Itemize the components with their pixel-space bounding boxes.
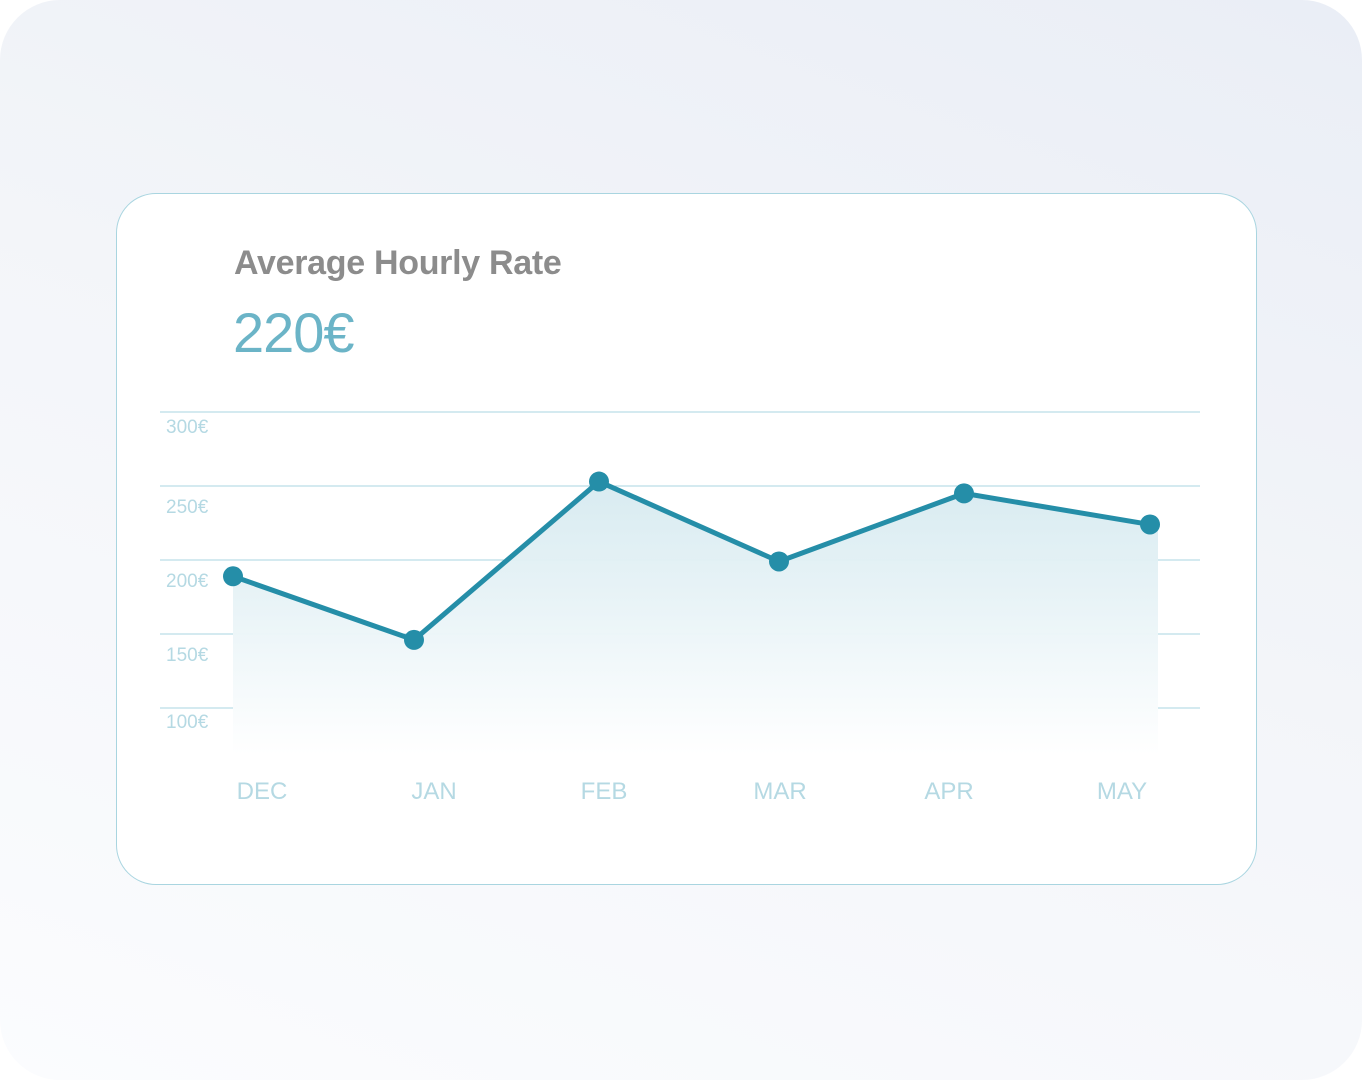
x-tick-label: MAY: [1097, 778, 1147, 805]
series-line: [232, 479, 1151, 643]
y-tick-label: 300€: [166, 417, 209, 438]
x-tick-label: MAR: [753, 778, 806, 805]
y-tick-label: 100€: [166, 712, 209, 733]
data-point: [769, 551, 789, 572]
x-tick-label: JAN: [411, 778, 456, 805]
y-tick-label: 200€: [166, 571, 209, 592]
area-fill: [233, 481, 1158, 755]
data-point: [589, 471, 609, 492]
card-value: 220€: [233, 301, 355, 364]
data-point: [404, 629, 424, 650]
card-title: Average Hourly Rate: [234, 244, 562, 282]
data-point: [223, 566, 243, 587]
x-tick-label: FEB: [581, 778, 628, 805]
data-point: [1140, 514, 1160, 535]
data-point: [954, 483, 974, 504]
x-tick-label: DEC: [237, 778, 288, 805]
y-tick-label: 250€: [166, 497, 209, 518]
y-tick-label: 150€: [166, 645, 209, 666]
x-tick-label: APR: [924, 778, 973, 805]
